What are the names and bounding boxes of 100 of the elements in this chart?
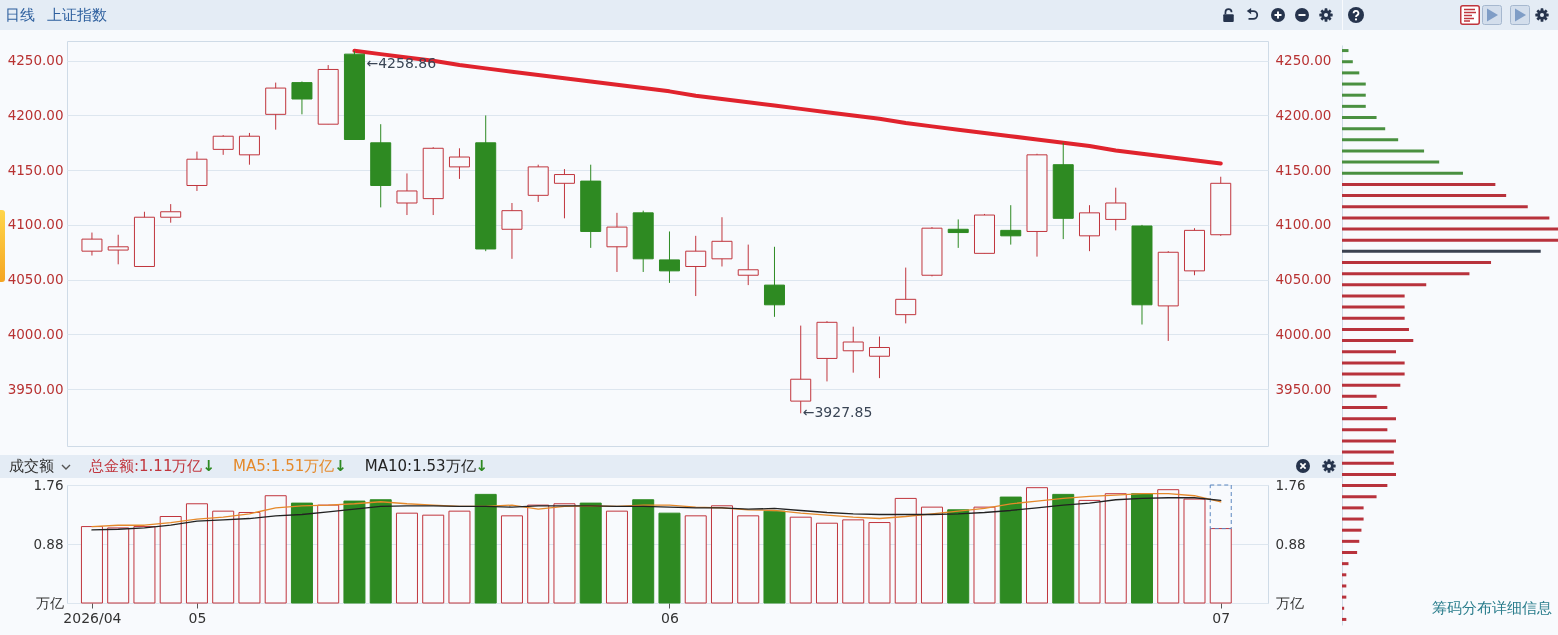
candlestick	[81, 232, 103, 257]
bar	[1342, 573, 1347, 577]
bar	[1342, 484, 1388, 488]
bar	[1157, 489, 1180, 604]
y-tick-label: 4250.00	[7, 52, 64, 69]
annotation: 筹码分布详细信息	[1432, 599, 1552, 618]
bar	[1342, 205, 1528, 209]
bar	[973, 506, 996, 604]
bar	[1342, 551, 1358, 554]
y2-tick-label: 万亿	[1275, 594, 1304, 611]
bar	[212, 510, 235, 604]
x-tick-label: 07	[1212, 609, 1231, 626]
candlestick	[711, 216, 733, 267]
candlestick	[1000, 204, 1022, 246]
candlestick	[895, 267, 917, 324]
candlestick	[501, 202, 523, 260]
bar	[1342, 472, 1396, 476]
bar	[1342, 261, 1492, 264]
bar	[1342, 428, 1388, 432]
bar	[1342, 138, 1399, 142]
x-tick-label: 05	[188, 609, 207, 626]
bar	[868, 522, 891, 604]
bar	[1209, 484, 1232, 530]
y2-tick-label: 4000.00	[1275, 325, 1332, 342]
bar	[658, 512, 681, 604]
candlestick	[396, 172, 418, 216]
bar	[1342, 528, 1362, 532]
chart-subtitle: 日线	[5, 5, 35, 25]
bar	[1342, 339, 1414, 343]
y2-tick-label: 4250.00	[1275, 52, 1332, 69]
bar	[605, 510, 628, 604]
y2-tick-label: 4150.00	[1275, 161, 1332, 178]
bar	[1342, 127, 1386, 131]
y-tick-label: 4100.00	[7, 216, 64, 233]
bar	[999, 496, 1022, 604]
bar	[1342, 227, 1558, 231]
bar	[238, 511, 261, 604]
bar	[369, 499, 392, 604]
bar	[185, 503, 208, 604]
y-tick-label: 4200.00	[7, 106, 64, 123]
bar	[920, 506, 943, 604]
bar	[290, 502, 313, 604]
candlestick	[763, 246, 785, 318]
bar	[395, 512, 418, 604]
candlestick	[238, 132, 260, 166]
bar	[737, 515, 760, 604]
bar	[1342, 149, 1425, 153]
bar	[1342, 406, 1388, 409]
bar	[1209, 528, 1232, 604]
bar	[1342, 517, 1364, 521]
bar	[107, 527, 130, 604]
line-series	[352, 48, 1223, 166]
bar	[1342, 49, 1349, 53]
candlestick	[448, 147, 470, 180]
bar	[1342, 249, 1541, 253]
x-tick-label: 06	[661, 609, 679, 626]
y-tick-label: 4150.00	[7, 161, 64, 178]
series-label: MA5:1.51万亿↓	[233, 457, 347, 476]
bar	[1342, 562, 1349, 566]
bar	[1342, 305, 1405, 309]
bar	[159, 516, 182, 604]
bar	[1104, 493, 1127, 604]
bar	[1342, 361, 1405, 365]
series-label: 总金额:1.11万亿↓	[89, 457, 216, 476]
bar	[1025, 487, 1048, 604]
bar	[1342, 495, 1377, 499]
bar	[1342, 82, 1366, 86]
bar	[1183, 498, 1206, 604]
bar	[1078, 499, 1101, 604]
bar	[1342, 539, 1360, 543]
bar	[1342, 171, 1463, 175]
annotation: ←3927.85	[802, 404, 873, 421]
bar	[894, 497, 917, 604]
bar	[763, 510, 786, 604]
annotation: ←4258.86	[366, 55, 437, 71]
bar	[1342, 71, 1360, 75]
candlestick	[737, 244, 759, 286]
header-bar: 成交额 总金额:1.11万亿↓ MA5:1.51万亿↓ MA10:1.53万亿↓	[0, 455, 1342, 478]
bar	[947, 509, 970, 604]
bar	[789, 516, 812, 604]
candlestick	[868, 336, 890, 379]
bar	[1342, 216, 1550, 220]
bar	[1342, 294, 1405, 298]
bar	[80, 526, 103, 604]
candlestick	[212, 134, 234, 156]
x-tick-label: 2026/04	[63, 609, 122, 626]
bar	[1342, 383, 1401, 387]
chart-title: 成交额	[9, 457, 54, 476]
bar	[1130, 493, 1153, 604]
candlestick	[606, 212, 628, 273]
bar	[1342, 350, 1396, 354]
candlestick	[107, 234, 129, 265]
candlestick	[291, 81, 313, 115]
bar	[1342, 372, 1405, 376]
y2-tick-label: 3950.00	[1275, 380, 1332, 397]
candlestick	[658, 230, 680, 284]
bar	[1342, 316, 1405, 320]
bar	[1342, 584, 1347, 588]
bar	[264, 495, 287, 604]
bar	[684, 515, 707, 604]
